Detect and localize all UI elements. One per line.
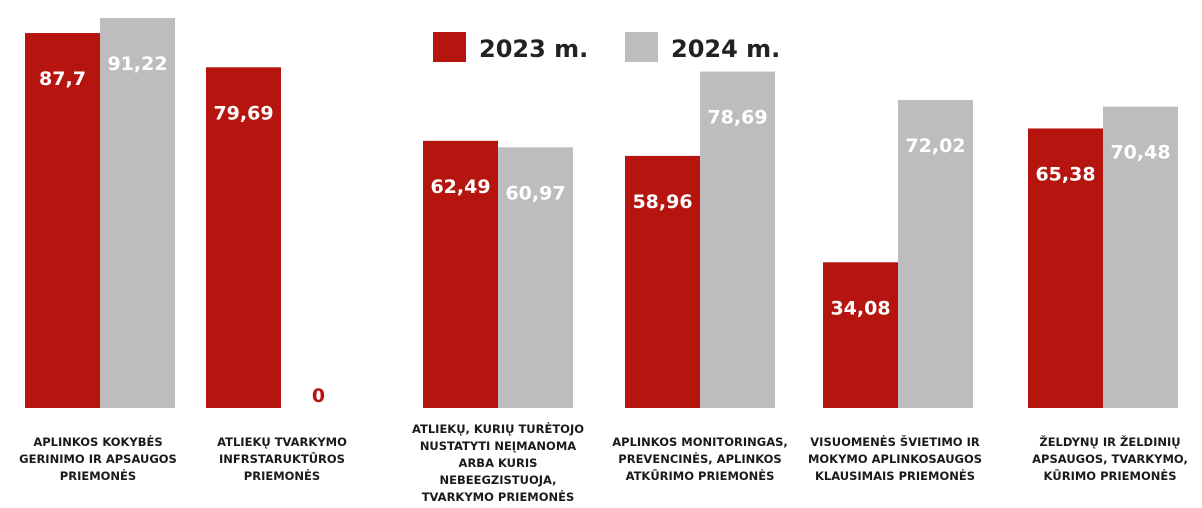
category-label-1-line-0: ATLIEKŲ TVARKYMO: [217, 435, 347, 449]
category-label-2-line-4: TVARKYMO PRIEMONĖS: [422, 489, 575, 504]
category-label-3-line-1: PREVENCINĖS, APLINKOS: [618, 451, 781, 466]
category-label-2-line-0: ATLIEKŲ, KURIŲ TURĖTOJO: [412, 421, 584, 436]
value-label-2023-2: 62,49: [430, 176, 490, 198]
category-label-0-line-0: APLINKOS KOKYBĖS: [33, 434, 162, 449]
category-label-2-line-1: NUSTATYTI NEĮMANOMA: [420, 439, 576, 453]
value-label-2023-4: 34,08: [830, 297, 890, 319]
category-label-5-line-2: KŪRIMO PRIEMONĖS: [1043, 468, 1176, 483]
value-label-2023-0: 87,7: [39, 68, 86, 90]
category-label-3-line-0: APLINKOS MONITORINGAS,: [612, 435, 788, 449]
value-label-2024-4: 72,02: [905, 135, 965, 157]
value-label-2023-1: 79,69: [213, 102, 273, 124]
category-label-4-line-0: VISUOMENĖS ŠVIETIMO IR: [810, 434, 980, 449]
category-label-2-line-2: ARBA KURIS: [459, 456, 538, 470]
value-label-2024-1: 0: [312, 385, 325, 407]
category-label-1-line-2: PRIEMONĖS: [244, 468, 320, 483]
value-label-2023-3: 58,96: [632, 191, 692, 213]
category-label-0-line-2: PRIEMONĖS: [60, 468, 136, 483]
value-label-2024-2: 60,97: [505, 182, 565, 204]
bar-2024-0: [100, 18, 175, 408]
value-label-2024-0: 91,22: [107, 53, 167, 75]
legend-label-2024: 2024 m.: [671, 35, 780, 63]
bar-2023-4: [823, 262, 898, 408]
category-label-2-line-3: NEBEEGZISTUOJA,: [439, 473, 556, 487]
legend-swatch-2023: [433, 32, 466, 62]
legend-swatch-2024: [625, 32, 658, 62]
category-label-0-line-1: GERINIMO IR APSAUGOS: [19, 452, 177, 466]
legend-label-2023: 2023 m.: [479, 35, 588, 63]
category-label-4-line-2: KLAUSIMAIS PRIEMONĖS: [815, 468, 975, 483]
value-label-2023-5: 65,38: [1035, 163, 1095, 185]
category-label-4-line-1: MOKYMO APLINKOSAUGOS: [808, 452, 982, 466]
value-label-2024-5: 70,48: [1110, 142, 1170, 164]
category-label-5-line-0: ŽELDYNŲ IR ŽELDINIŲ: [1039, 434, 1180, 449]
category-label-1-line-1: INFRSTARUKTŪROS: [219, 451, 345, 466]
category-label-3-line-2: ATKŪRIMO PRIEMONĖS: [626, 468, 775, 483]
value-label-2024-3: 78,69: [707, 107, 767, 129]
category-label-5-line-1: APSAUGOS, TVARKYMO,: [1032, 452, 1188, 466]
